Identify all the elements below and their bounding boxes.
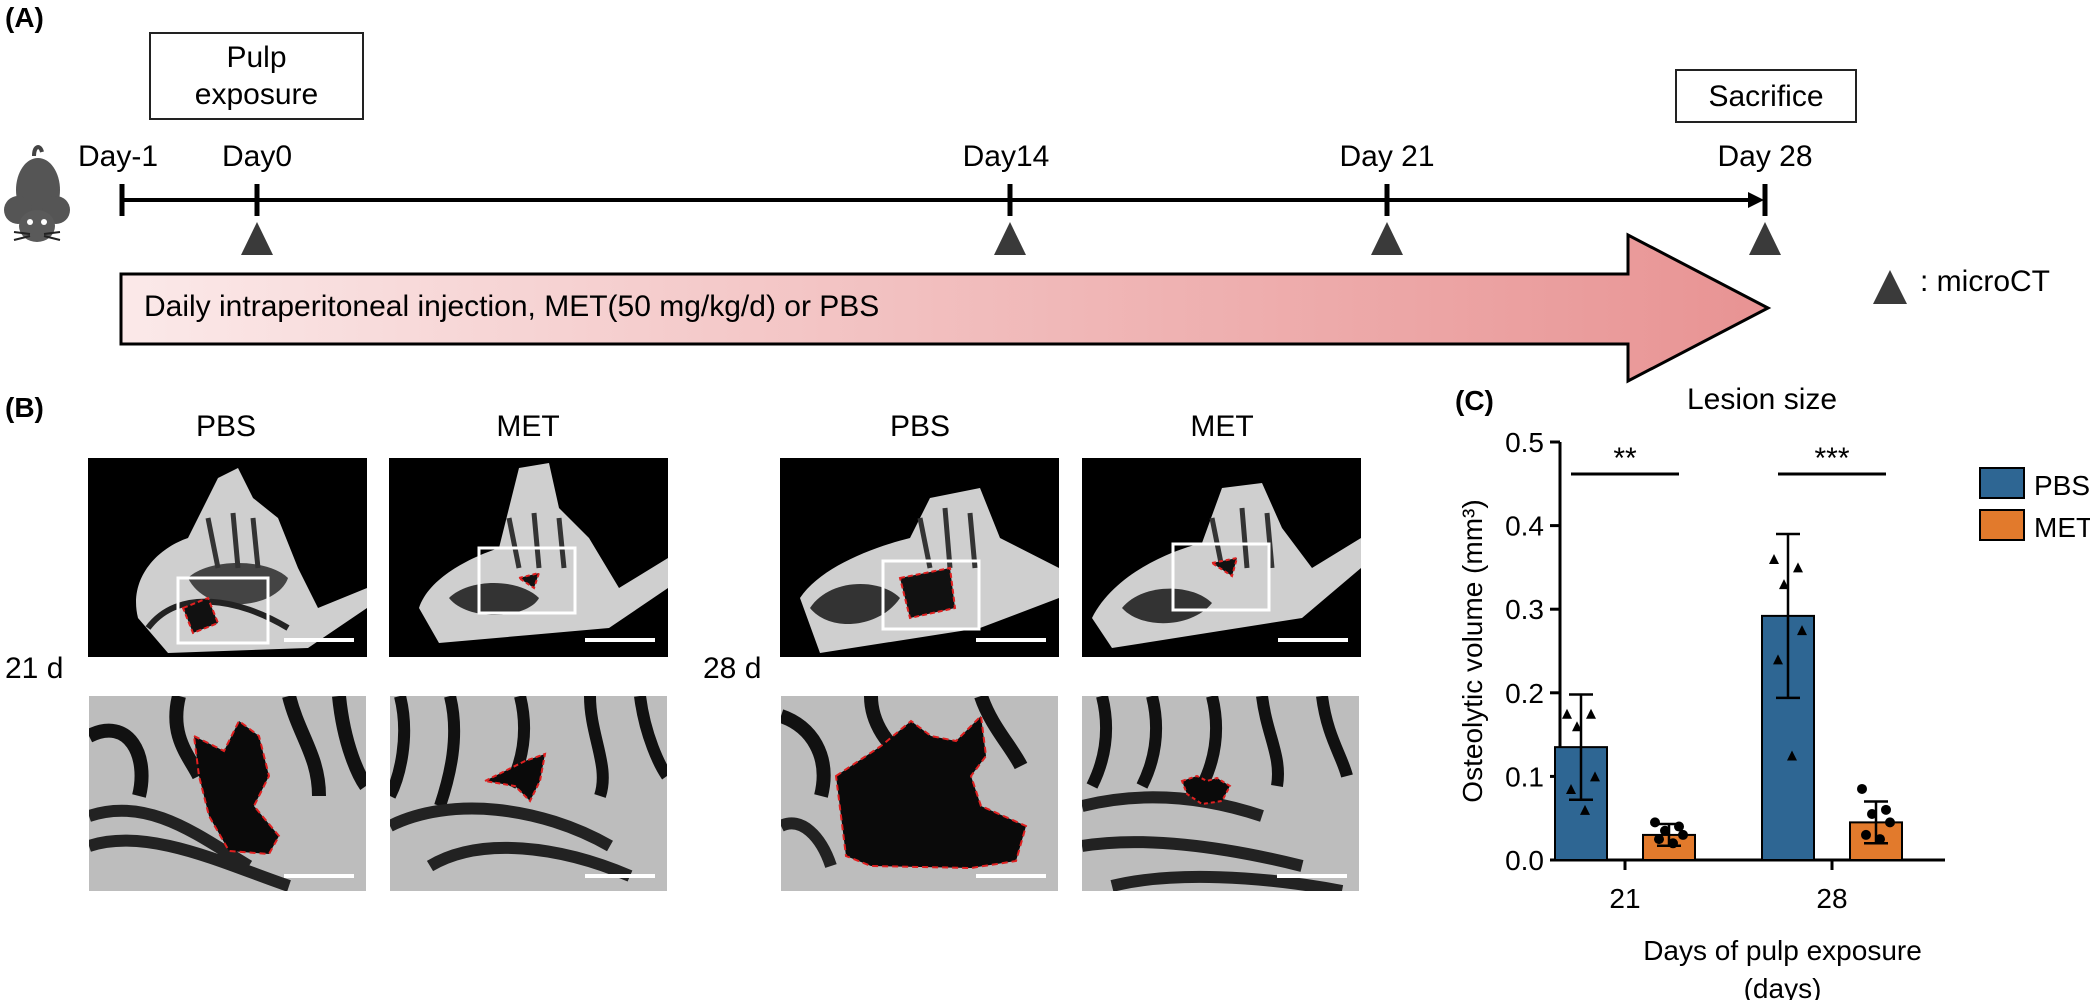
row-label-21d: 21 d: [5, 652, 64, 685]
day-label-minus1: Day-1: [77, 140, 159, 173]
significance-label-21: **: [1613, 442, 1637, 475]
col-label-21d-met: MET: [496, 410, 560, 443]
point-pbs-28-4: [1773, 654, 1783, 665]
microct-legend-text: : microCT: [1920, 265, 2050, 298]
microct-marker-day0: [241, 222, 273, 255]
panel-c-label: (C): [1455, 385, 1494, 416]
point-pbs-21-1: [1586, 708, 1596, 719]
microct-overview-28d-pbs: [780, 458, 1059, 657]
point-met-28-2: [1867, 809, 1877, 820]
y-axis-label: Osteolytic volume (mm³): [1457, 499, 1488, 802]
panel-a-label: (A): [5, 2, 44, 33]
point-pbs-28-5: [1787, 750, 1797, 761]
point-met-21-3: [1678, 829, 1688, 840]
injection-arrow: [119, 232, 1772, 384]
injection-text: Daily intraperitoneal injection, MET(50 …: [144, 290, 880, 323]
point-met-21-4: [1654, 834, 1664, 845]
microct-zoom-21d-pbs: [89, 696, 366, 891]
timeline-graphic: [4, 145, 1781, 255]
point-pbs-28-2: [1779, 579, 1789, 590]
microct-overview-28d-met: [1082, 458, 1361, 657]
legend-swatch-pbs: [1979, 467, 2025, 499]
legend-swatch-met: [1979, 509, 2025, 541]
day-label-0: Day0: [221, 140, 293, 173]
legend-label-met: MET: [2034, 512, 2090, 543]
point-met-28-3: [1885, 817, 1895, 828]
significance-label-28: ***: [1814, 442, 1849, 475]
point-met-28-1: [1881, 804, 1891, 815]
mouse-icon: [4, 145, 70, 242]
microct-zoom-28d-met: [1082, 696, 1359, 891]
point-pbs-21-4: [1566, 783, 1576, 794]
point-pbs-21-0: [1562, 708, 1572, 719]
point-pbs-28-3: [1797, 625, 1807, 636]
panel-b-label: (B): [5, 392, 44, 423]
y-tick-label-2: 0.2: [1505, 678, 1544, 709]
point-met-21-5: [1668, 838, 1678, 849]
day-label-28: Day 28: [1717, 140, 1813, 173]
y-tick-label-1: 0.1: [1505, 761, 1544, 792]
microct-marker-day28: [1749, 222, 1781, 255]
microct-marker-day21: [1371, 222, 1403, 255]
point-pbs-28-0: [1769, 554, 1779, 565]
microct-zoom-28d-pbs: [781, 696, 1058, 891]
point-met-21-2: [1660, 825, 1670, 836]
y-tick-label-0: 0.0: [1505, 845, 1544, 876]
row-label-28d: 28 d: [703, 652, 762, 685]
pulp-exposure-line-1: Pulp: [226, 41, 287, 74]
point-pbs-21-2: [1572, 721, 1582, 732]
point-met-21-0: [1650, 817, 1660, 828]
point-met-21-1: [1674, 821, 1684, 832]
col-label-28d-met: MET: [1190, 410, 1254, 443]
x-tick-label-1: 28: [1816, 883, 1847, 914]
sacrifice-text: Sacrifice: [1708, 79, 1824, 113]
point-pbs-21-5: [1580, 804, 1590, 815]
col-label-21d-pbs: PBS: [195, 410, 257, 443]
col-label-28d-pbs: PBS: [889, 410, 951, 443]
x-axis-label-line-2: (days): [1744, 973, 1822, 1000]
point-pbs-21-3: [1590, 771, 1600, 782]
day-label-14: Day14: [962, 140, 1050, 173]
bar-pbs-28: [1761, 614, 1815, 861]
y-tick-label-5: 0.5: [1505, 427, 1544, 458]
triangle-marker-icon: [1873, 270, 1907, 304]
y-tick-label-4: 0.4: [1505, 511, 1544, 542]
microct-marker-day14: [994, 222, 1026, 255]
point-met-28-5: [1875, 834, 1885, 845]
microct-overview-21d-met: [389, 458, 668, 657]
lesion-size-chart: 0.0 0.1 0.2 0.3 0.4 0.5 Osteolytic volume (mm³…: [1457, 427, 2090, 1000]
sacrifice-box: Sacrifice: [1675, 69, 1857, 123]
y-tick-label-3: 0.3: [1505, 594, 1544, 625]
point-met-28-4: [1861, 829, 1871, 840]
microct-overview-21d-pbs: [88, 458, 367, 657]
pulp-exposure-box: Pulp exposure: [149, 32, 364, 120]
day-label-21: Day 21: [1339, 140, 1435, 173]
x-axis-label-line-1: Days of pulp exposure: [1643, 935, 1922, 966]
microct-zoom-21d-met: [390, 696, 667, 891]
legend-label-pbs: PBS: [2034, 470, 2090, 501]
x-tick-label-0: 21: [1609, 883, 1640, 914]
point-pbs-28-1: [1793, 562, 1803, 573]
chart-title: Lesion size: [1686, 383, 1838, 416]
point-met-28-0: [1857, 783, 1867, 794]
pulp-exposure-line-2: exposure: [194, 78, 319, 111]
